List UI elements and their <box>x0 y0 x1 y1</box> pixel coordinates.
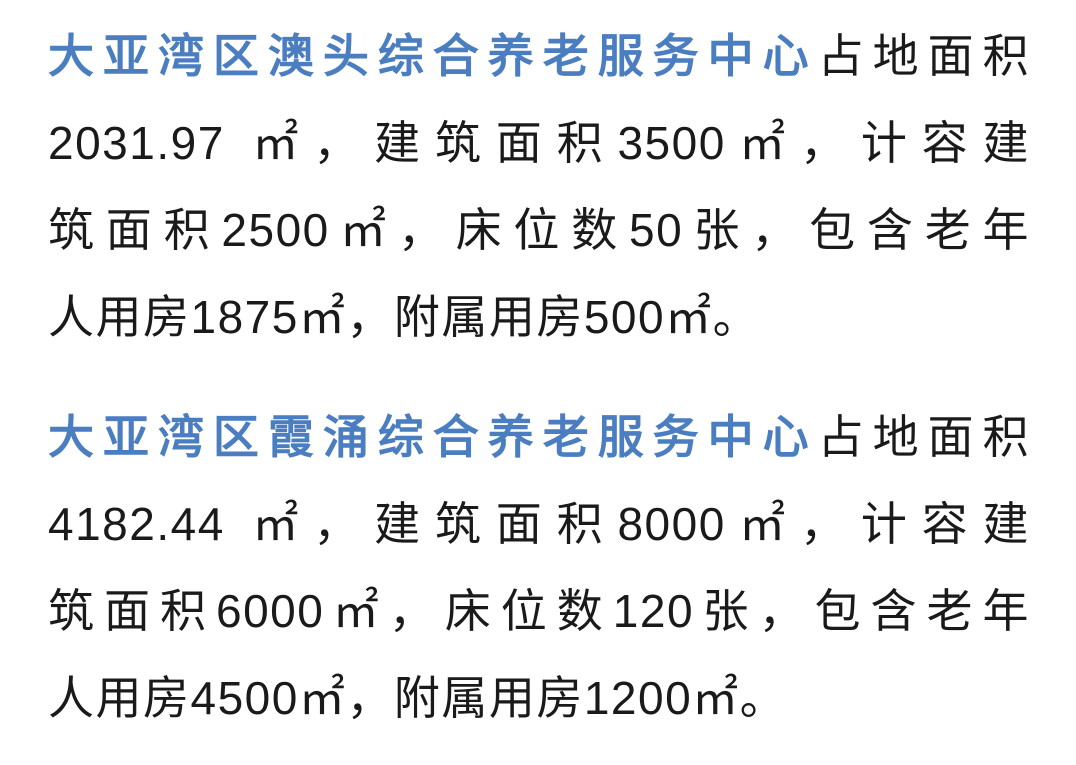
text-line: 大亚湾区霞涌综合养老服务中心占地面积 <box>48 394 1030 481</box>
facility-name-xiayong: 大亚湾区霞涌综合养老服务中心 <box>48 411 818 463</box>
body-text-segment: 人用房4500㎡，附属用房1200㎡。 <box>48 672 788 724</box>
body-text-segment: 4182.44 ㎡，建筑面积8000㎡，计容建 <box>48 498 1030 550</box>
body-text-segment: 筑面积2500㎡，床位数50张，包含老年 <box>48 204 1030 256</box>
text-line: 人用房4500㎡，附属用房1200㎡。 <box>48 655 1030 742</box>
paragraph-xiayong-center: 大亚湾区霞涌综合养老服务中心占地面积 4182.44 ㎡，建筑面积8000㎡，计… <box>48 394 1030 742</box>
text-line: 人用房1875㎡，附属用房500㎡。 <box>48 274 1030 361</box>
body-text-segment: 2031.97 ㎡，建筑面积3500㎡，计容建 <box>48 117 1030 169</box>
text-line: 2031.97 ㎡，建筑面积3500㎡，计容建 <box>48 100 1030 187</box>
article-text-body: 大亚湾区澳头综合养老服务中心占地面积 2031.97 ㎡，建筑面积3500㎡，计… <box>48 13 1030 742</box>
facility-name-aotou: 大亚湾区澳头综合养老服务中心 <box>48 30 818 82</box>
text-line: 筑面积2500㎡，床位数50张，包含老年 <box>48 187 1030 274</box>
text-line: 大亚湾区澳头综合养老服务中心占地面积 <box>48 13 1030 100</box>
body-text-segment: 占地面积 <box>817 411 1031 463</box>
body-text-segment: 人用房1875㎡，附属用房500㎡。 <box>48 291 761 343</box>
body-text-segment: 占地面积 <box>817 30 1031 82</box>
body-text-segment: 筑面积6000㎡，床位数120张，包含老年 <box>48 585 1030 637</box>
text-line: 4182.44 ㎡，建筑面积8000㎡，计容建 <box>48 481 1030 568</box>
text-line: 筑面积6000㎡，床位数120张，包含老年 <box>48 568 1030 655</box>
paragraph-aotou-center: 大亚湾区澳头综合养老服务中心占地面积 2031.97 ㎡，建筑面积3500㎡，计… <box>48 13 1030 361</box>
